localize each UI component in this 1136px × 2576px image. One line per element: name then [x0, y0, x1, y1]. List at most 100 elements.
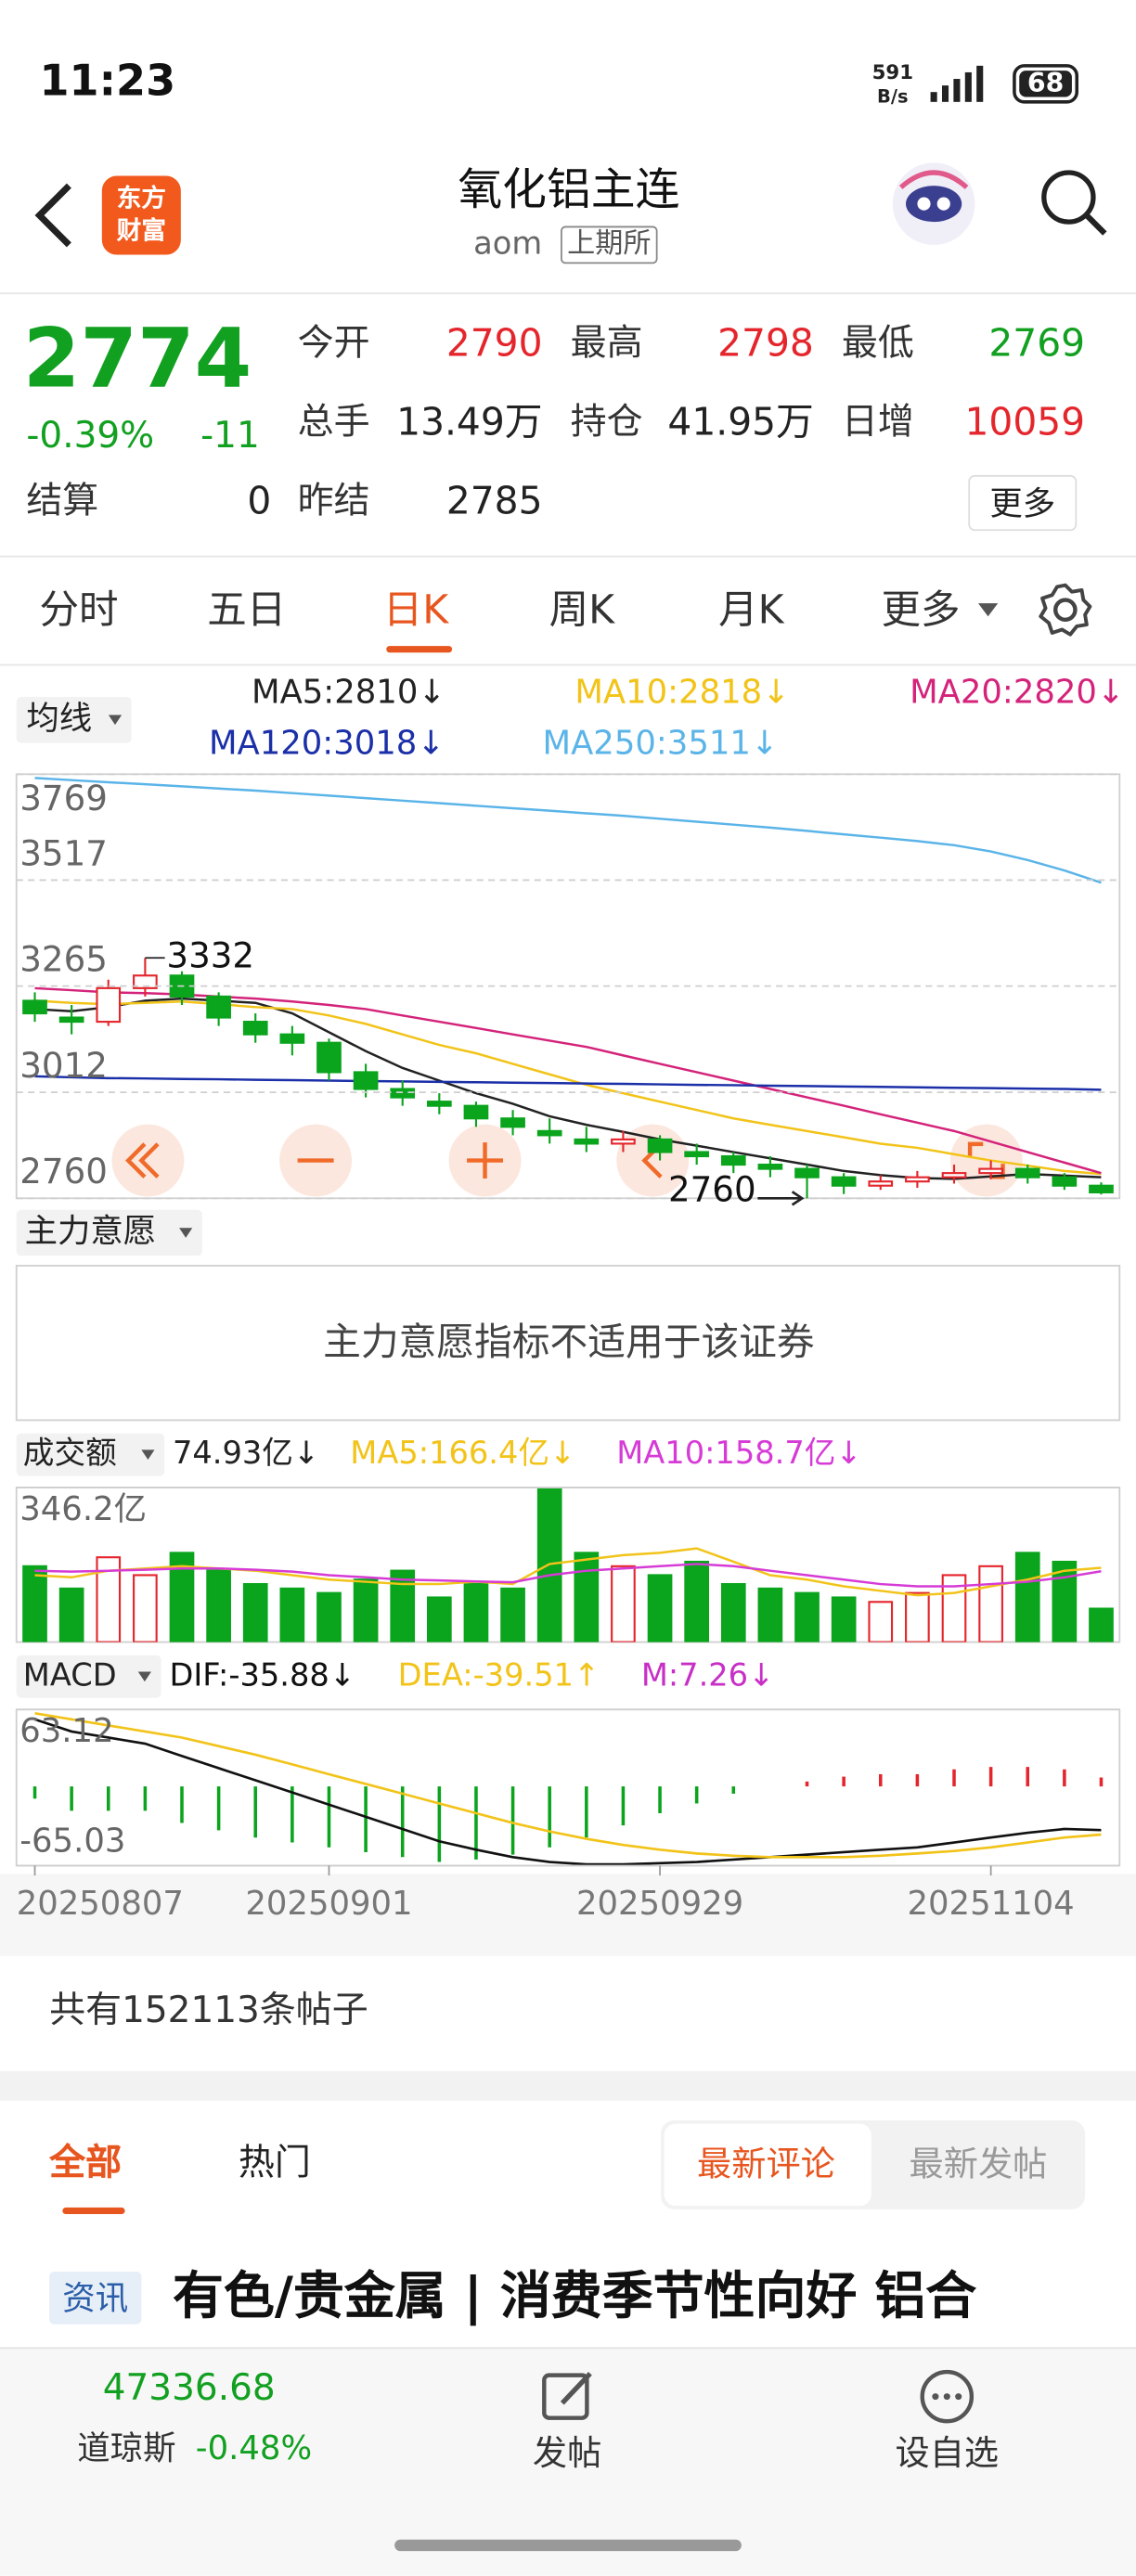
- index-name: 道琼斯: [77, 2428, 176, 2467]
- main-force-label: 主力意愿: [25, 1213, 157, 1251]
- dropdown-arrow: [141, 1449, 155, 1460]
- volume-bar: [133, 1574, 158, 1642]
- back-button[interactable]: [30, 181, 79, 250]
- volume-bar: [794, 1591, 820, 1642]
- volume-current: 74.93亿↓: [173, 1435, 319, 1471]
- candle-body: [647, 1138, 673, 1153]
- candle-body: [905, 1176, 930, 1183]
- volume-bar: [684, 1560, 710, 1642]
- period-tab[interactable]: 更多: [881, 586, 961, 633]
- field-value: 41.95万: [667, 402, 814, 445]
- volume-selector[interactable]: [16, 1433, 165, 1476]
- period-tab[interactable]: 日K: [382, 586, 449, 633]
- volume-bar: [574, 1552, 600, 1642]
- field-label: 昨结: [297, 482, 370, 523]
- field-label: 日增: [841, 402, 914, 444]
- ma-legend: MA10:2818↓: [574, 674, 790, 712]
- arrow: [977, 603, 999, 617]
- macd-selector-label: MACD: [23, 1656, 117, 1693]
- field-label: 最低: [841, 323, 914, 366]
- x-tick-label: 20250807: [17, 1885, 184, 1923]
- volume-selector-label: 成交额: [23, 1435, 117, 1471]
- candle-body: [1052, 1176, 1078, 1187]
- date-band: [0, 1874, 1136, 1956]
- macd-selector[interactable]: [16, 1655, 161, 1698]
- max-label: 3332: [166, 935, 254, 976]
- field-value: 2790: [445, 323, 543, 367]
- field-label: 最高: [570, 323, 643, 366]
- x-tick-label: 20250901: [245, 1885, 412, 1923]
- candle-body: [133, 974, 158, 989]
- tab-all[interactable]: 全部: [49, 2143, 123, 2185]
- sort-active-bg: [664, 2123, 871, 2207]
- period-tab[interactable]: 五日: [207, 586, 287, 633]
- candle-body: [353, 1071, 379, 1090]
- candle-body: [978, 1167, 1003, 1175]
- index-value[interactable]: 47336.68: [102, 2368, 276, 2410]
- clock: 11:23: [39, 57, 176, 108]
- x-tick-label: 20250929: [576, 1885, 743, 1923]
- candle-body: [536, 1129, 562, 1137]
- x-tick-label: 20251104: [908, 1885, 1075, 1923]
- settings-button[interactable]: [1036, 580, 1095, 639]
- volume-bar: [463, 1582, 489, 1642]
- ma-selector[interactable]: [16, 697, 132, 743]
- macd-line: [34, 1718, 1102, 1866]
- signal-icon: [930, 65, 984, 102]
- candle-body: [22, 999, 47, 1015]
- tab-underline: [386, 646, 453, 653]
- main-force-frame: [15, 1265, 1121, 1422]
- field-value: 2785: [445, 481, 543, 524]
- volume-bar: [500, 1587, 525, 1642]
- candle-body: [463, 1104, 489, 1120]
- icon: [467, 1142, 504, 1179]
- field-value: 2798: [717, 323, 814, 367]
- ma-legend: MA5:2810↓: [252, 674, 445, 712]
- more-button[interactable]: 更多: [968, 474, 1078, 532]
- field-label: 结算: [26, 482, 99, 523]
- y-tick-label: 3517: [19, 832, 108, 873]
- dropdown-arrow: [137, 1671, 151, 1682]
- ma-legend: MA20:2820↓: [910, 674, 1125, 712]
- index-change: -0.48%: [195, 2428, 313, 2467]
- volume-bar: [868, 1601, 894, 1642]
- volume-bar: [978, 1565, 1003, 1642]
- net-speed: 591: [871, 60, 914, 84]
- scroll-left-button[interactable]: [111, 1124, 185, 1197]
- tab-underline: [62, 2207, 125, 2215]
- assistant-avatar[interactable]: [888, 158, 980, 250]
- period-tab[interactable]: 分时: [39, 586, 119, 633]
- divider: [0, 555, 1136, 558]
- field-value: 13.49万: [396, 402, 543, 445]
- bottom-bar: [0, 2347, 1136, 2576]
- volume-bar: [353, 1578, 379, 1642]
- watchlist-button[interactable]: 设自选: [895, 2433, 1000, 2473]
- headline[interactable]: 有色/贵金属 | 消费季节性向好 铝合: [172, 2267, 977, 2327]
- volume-bar: [426, 1596, 452, 1642]
- candle-body: [1089, 1184, 1114, 1194]
- main-force-selector[interactable]: [16, 1209, 202, 1256]
- dropdown-arrow: [108, 715, 123, 726]
- gap: [0, 2070, 1136, 2101]
- volume-bar: [242, 1582, 268, 1642]
- search-button[interactable]: [1036, 164, 1111, 239]
- volume-bar: [22, 1565, 47, 1642]
- chart-area: 均线 主力意愿 主力意愿指标不适用于该证券 成交额 MACD 3769 3517 3…: [0, 674, 1136, 1956]
- y-tick-label: 2760: [19, 1151, 108, 1191]
- period-tab[interactable]: 月K: [718, 586, 784, 633]
- volume-bar: [58, 1587, 84, 1642]
- candle-body: [941, 1172, 967, 1179]
- min-label: 2760: [668, 1169, 756, 1210]
- tab-hot[interactable]: 热门: [238, 2143, 311, 2185]
- post-button[interactable]: 发帖: [532, 2433, 602, 2473]
- sort-latest-post[interactable]: 最新发帖: [909, 2144, 1048, 2184]
- period-tab[interactable]: 周K: [549, 586, 615, 633]
- candle-body: [720, 1154, 746, 1166]
- sort-latest-comment[interactable]: 最新评论: [697, 2144, 835, 2184]
- volume-bar: [1089, 1607, 1114, 1642]
- code: aom: [473, 225, 543, 263]
- net-unit: B/s: [877, 85, 909, 109]
- y-tick-label: 3012: [19, 1045, 108, 1086]
- y-tick-label: 3769: [19, 778, 108, 818]
